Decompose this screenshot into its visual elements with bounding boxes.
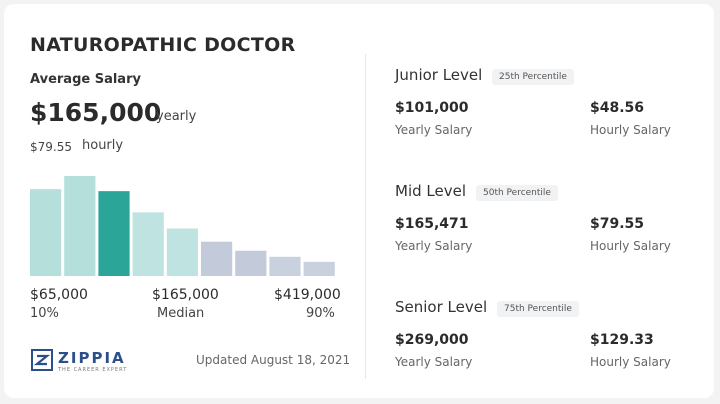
yearly-label: Yearly Salary (395, 355, 473, 369)
hourly-value: $48.56 (590, 100, 645, 116)
axis-sublabel: Median (157, 306, 205, 321)
bar (166, 228, 198, 276)
hourly-salary: $79.55 (30, 140, 72, 154)
yearly-value: $165,471 (395, 216, 469, 232)
bar (98, 191, 130, 276)
bar (201, 241, 233, 276)
yearly-label: Yearly Salary (395, 123, 473, 137)
hourly-value: $129.33 (590, 332, 654, 348)
hourly-unit: hourly (82, 138, 124, 153)
logo-icon (31, 349, 53, 371)
axis-label: $65,000 (30, 287, 88, 303)
updated-date: Updated August 18, 2021 (196, 353, 351, 367)
hourly-label: Hourly Salary (590, 239, 671, 253)
hourly-value: $79.55 (590, 216, 645, 232)
percentile-tag: 75th Percentile (497, 301, 579, 317)
salary-card: NATUROPATHIC DOCTOR Average Salary $165,… (4, 4, 714, 398)
histogram (30, 176, 335, 276)
yearly-value: $101,000 (395, 100, 469, 116)
axis-label: $419,000 (274, 287, 341, 303)
axis-sublabel: 10% (30, 306, 59, 321)
yearly-unit: yearly (156, 109, 197, 124)
percentile-tag: 25th Percentile (492, 69, 574, 85)
level-name: Mid Level (395, 182, 466, 200)
title: NATUROPATHIC DOCTOR (30, 34, 296, 56)
average-label: Average Salary (30, 72, 141, 87)
percentile-tag: 50th Percentile (476, 185, 558, 201)
divider (365, 54, 366, 379)
bar (303, 261, 335, 276)
bar (235, 250, 267, 276)
logo-text: ZIPPIA (58, 349, 126, 367)
hourly-label: Hourly Salary (590, 355, 671, 369)
axis-label: $165,000 (152, 287, 219, 303)
level-name: Junior Level (395, 66, 483, 84)
axis-sublabel: 90% (306, 306, 335, 321)
logo-tagline: THE CAREER EXPERT (58, 367, 128, 373)
bar (132, 212, 164, 276)
level-name: Senior Level (395, 298, 488, 316)
bar (30, 189, 62, 276)
yearly-value: $269,000 (395, 332, 469, 348)
yearly-salary: $165,000 (30, 98, 162, 127)
bar (64, 176, 96, 276)
yearly-label: Yearly Salary (395, 239, 473, 253)
bar (269, 256, 301, 276)
hourly-label: Hourly Salary (590, 123, 671, 137)
